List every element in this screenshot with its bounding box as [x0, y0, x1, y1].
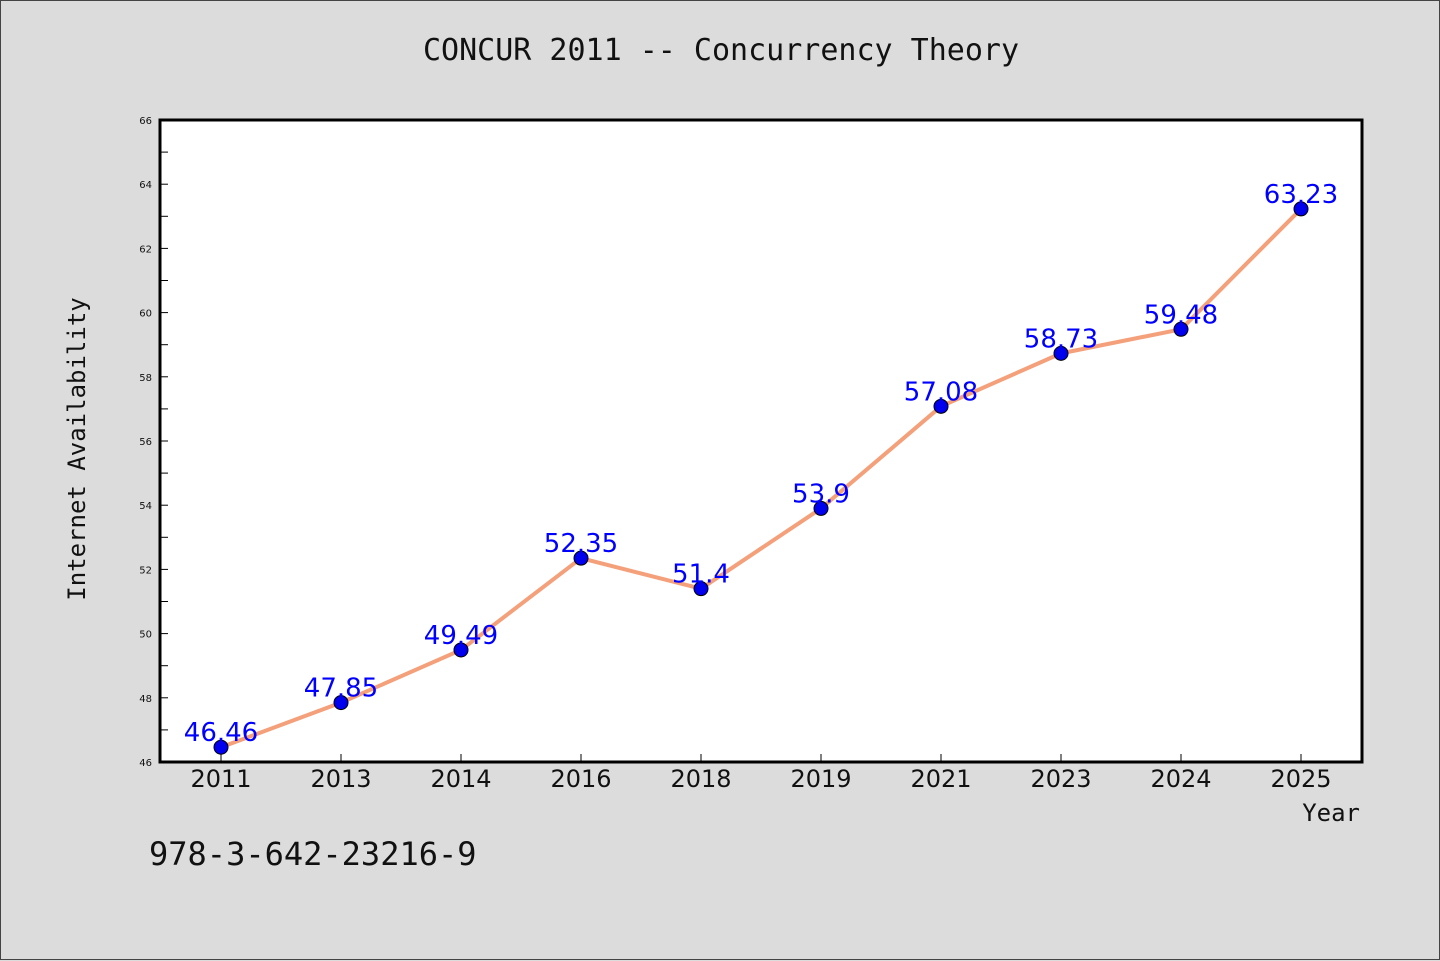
x-tick-label: 2021	[910, 765, 971, 793]
y-tick-label: 50	[139, 630, 152, 641]
data-label: 52.35	[544, 529, 618, 559]
y-tick-label: 48	[139, 694, 152, 705]
y-axis-label: Internet Availability	[63, 297, 91, 600]
data-label: 49.49	[424, 621, 498, 651]
x-tick-label: 2019	[790, 765, 851, 793]
data-point	[813, 500, 829, 516]
data-point	[1173, 321, 1189, 337]
data-point	[453, 642, 469, 658]
x-tick-label: 2011	[190, 765, 251, 793]
data-label: 59.48	[1144, 300, 1218, 330]
plot-area	[158, 118, 1364, 764]
y-tick-label: 66	[139, 116, 152, 127]
data-point	[1293, 201, 1309, 217]
data-label: 58.73	[1024, 324, 1098, 354]
isbn-text: 978-3-642-23216-9	[149, 835, 477, 873]
y-tick-label: 54	[139, 501, 152, 512]
x-tick-label: 2013	[310, 765, 371, 793]
data-label: 51.4	[672, 560, 730, 590]
x-axis-label: Year	[1302, 799, 1360, 827]
chart-title: CONCUR 2011 -- Concurrency Theory	[422, 33, 1020, 68]
y-tick-label: 58	[139, 373, 152, 384]
y-tick-label: 56	[139, 437, 152, 448]
data-point	[933, 398, 949, 414]
data-label: 47.85	[304, 674, 378, 704]
data-label: 53.9	[792, 479, 850, 509]
y-tick-label: 62	[139, 244, 152, 255]
x-tick-label: 2024	[1150, 765, 1211, 793]
data-point	[693, 581, 709, 597]
series-line	[220, 207, 1303, 750]
data-point	[573, 550, 589, 566]
data-label: 46.46	[184, 718, 258, 748]
data-point	[213, 739, 229, 755]
y-tick-label: 46	[139, 758, 152, 769]
x-tick-label: 2018	[670, 765, 731, 793]
data-label: 63.23	[1264, 180, 1338, 210]
x-tick-label: 2023	[1030, 765, 1091, 793]
x-tick-label: 2016	[550, 765, 611, 793]
y-tick-label: 60	[139, 309, 152, 320]
data-label: 57.08	[904, 377, 978, 407]
x-tick-label: 2025	[1270, 765, 1331, 793]
y-tick-label: 52	[139, 565, 152, 576]
data-point	[1053, 345, 1069, 361]
x-tick-label: 2014	[430, 765, 491, 793]
y-tick-label: 64	[139, 180, 152, 191]
data-point	[333, 695, 349, 711]
